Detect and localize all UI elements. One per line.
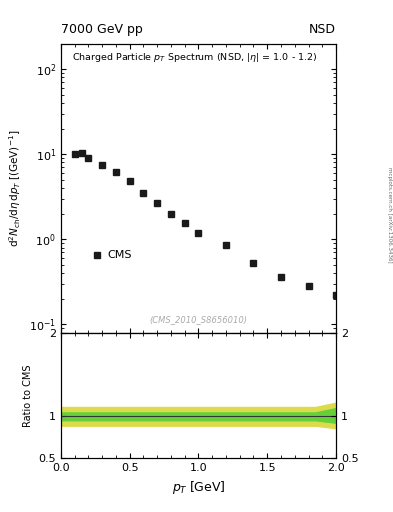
Text: Charged Particle $p_T$ Spectrum (NSD, $|\eta|$ = 1.0 - 1.2): Charged Particle $p_T$ Spectrum (NSD, $|… <box>72 51 317 64</box>
Y-axis label: Ratio to CMS: Ratio to CMS <box>23 364 33 426</box>
Text: 7000 GeV pp: 7000 GeV pp <box>61 23 143 36</box>
X-axis label: $p_T\;[\mathrm{GeV}]$: $p_T\;[\mathrm{GeV}]$ <box>172 479 225 496</box>
Text: CMS: CMS <box>108 249 132 260</box>
Text: (CMS_2010_S8656010): (CMS_2010_S8656010) <box>149 315 248 324</box>
Text: mcplots.cern.ch [arXiv:1306.3436]: mcplots.cern.ch [arXiv:1306.3436] <box>387 167 392 263</box>
Text: NSD: NSD <box>309 23 336 36</box>
Y-axis label: $\mathrm{d}^2N_\mathrm{ch}/\mathrm{d}\eta\, \mathrm{d}p_T\;[(\mathrm{GeV})^{-1}]: $\mathrm{d}^2N_\mathrm{ch}/\mathrm{d}\et… <box>8 130 24 247</box>
